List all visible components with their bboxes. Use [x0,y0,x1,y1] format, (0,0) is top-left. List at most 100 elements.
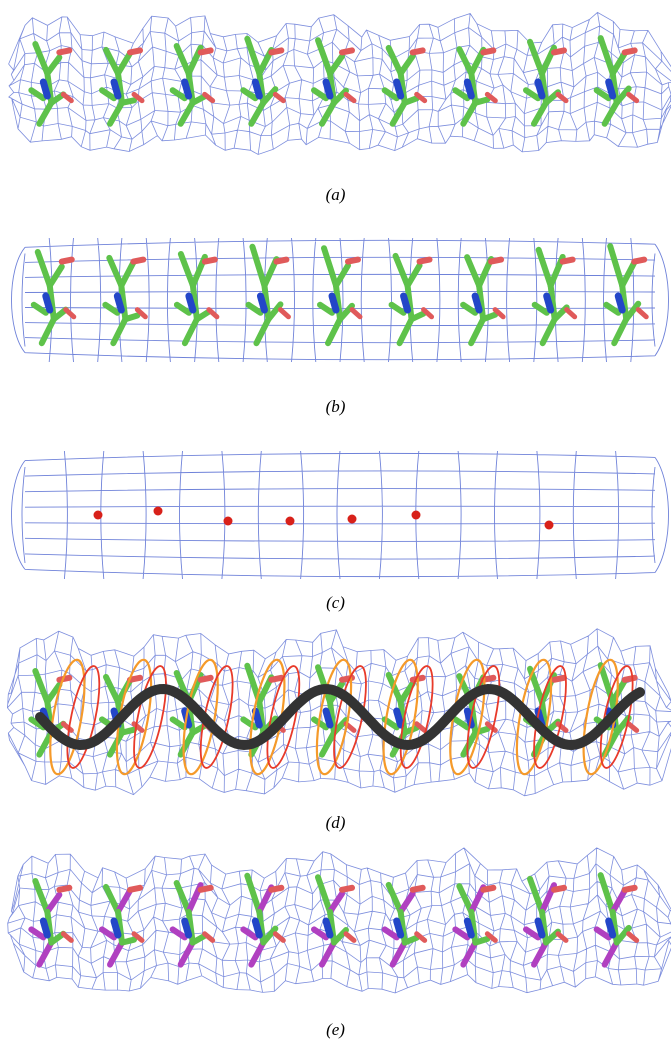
oxygen-atom [414,91,428,104]
carbon-bond [193,308,212,323]
carbon-bond [99,87,117,102]
panel-a-caption: (a) [325,185,346,204]
carbon-bond [609,908,620,946]
carbon-bond [331,87,349,106]
oxygen-atom [202,91,216,104]
carbon-bond [396,316,415,347]
helix-trace-orange [515,658,553,776]
carbon-bond [315,37,333,77]
carbon-bond [527,38,545,77]
panel-a-image [0,8,671,168]
oxygen-atom [277,307,291,320]
carbon-bond [28,716,47,731]
oxygen-atom [127,47,143,56]
carbon-bond [44,70,55,106]
helix-trace-red [333,665,367,769]
nitrogen-atom [39,917,51,939]
oxygen-atom [131,931,145,943]
panel-d-caption: (d) [325,813,346,832]
oxygen-atom [414,931,428,943]
oxygen-atom [56,884,73,893]
oxygen-atom [414,721,428,733]
carbon-bond [106,254,125,289]
carbon-bond [397,890,416,915]
carbon-bond [597,872,616,915]
nitrogen-atom [614,292,626,314]
oxygen-atom [555,931,569,943]
nitrogen-atom [393,917,405,939]
nitrogen-atom [110,78,122,100]
carbon-bond [169,87,188,102]
carbon-bond [99,926,117,941]
oxygen-atom [421,307,435,320]
ca-point [411,510,421,520]
oxygen-atom [206,307,220,320]
carbon-bond [531,939,549,968]
carbon-bond [539,70,549,106]
stick-model [28,872,640,968]
oxygen-atom [197,884,214,893]
helix-trace-red [466,665,501,769]
oxygen-atom [551,884,567,893]
carbon-bond [593,87,612,102]
carbon-bond [468,316,487,347]
carbon-bond [539,908,549,946]
carbon-bond [331,927,349,946]
carbon-bond [619,259,638,289]
nitrogen-atom [181,917,193,939]
oxygen-atom [631,256,648,265]
nitrogen-atom [605,917,617,939]
nitrogen-atom [251,78,263,100]
carbon-bond [397,70,408,106]
oxygen-atom [56,674,73,683]
carbon-bond [265,301,284,323]
carbon-bond [177,99,196,127]
carbon-bond [601,939,620,968]
panel-e-caption: (e) [326,1020,345,1039]
carbon-bond [531,99,549,127]
helix-trace-red [533,665,567,769]
oxygen-atom [56,47,73,56]
oxygen-atom [626,931,640,943]
carbon-bond [260,925,279,946]
carbon-bond [107,99,125,127]
carbon-bond [319,939,337,968]
oxygen-atom [484,721,498,733]
carbon-bond [597,35,616,77]
carbon-bond [523,926,541,941]
oxygen-atom [626,91,640,104]
nitrogen-atom [534,917,546,939]
nitrogen-atom [110,917,122,939]
backbone-ribbon [35,683,645,751]
oxygen-atom [564,307,578,320]
carbon-bond [122,312,141,323]
nitrogen-atom [393,78,405,100]
oxygen-atom [339,47,355,56]
carbon-bond [381,926,400,941]
helix-trace-red [133,665,167,769]
carbon-bond [452,87,471,102]
carbon-bond [401,95,420,106]
ca-point [285,516,295,526]
carbon-bond [119,726,137,736]
carbon-bond [388,301,407,316]
carbon-bond [531,301,550,316]
carbon-bond [244,35,263,77]
carbon-bond [397,698,408,736]
carbon-bond [173,43,192,77]
oxygen-atom [127,884,143,893]
ca-point [347,514,357,524]
nitrogen-atom [543,292,555,314]
oxygen-atom [409,884,426,893]
carbon-bond [613,85,632,106]
carbon-bond [460,301,479,316]
carbon-bond [472,96,491,106]
oxygen-atom [268,47,285,56]
nitrogen-atom [39,78,51,100]
carbon-bond [44,54,63,77]
oxygen-atom [131,91,145,104]
panel-c-caption: (c) [326,593,345,612]
panel-c-image [0,435,671,595]
carbon-bond [118,282,129,323]
panel-a-svg [8,11,671,155]
